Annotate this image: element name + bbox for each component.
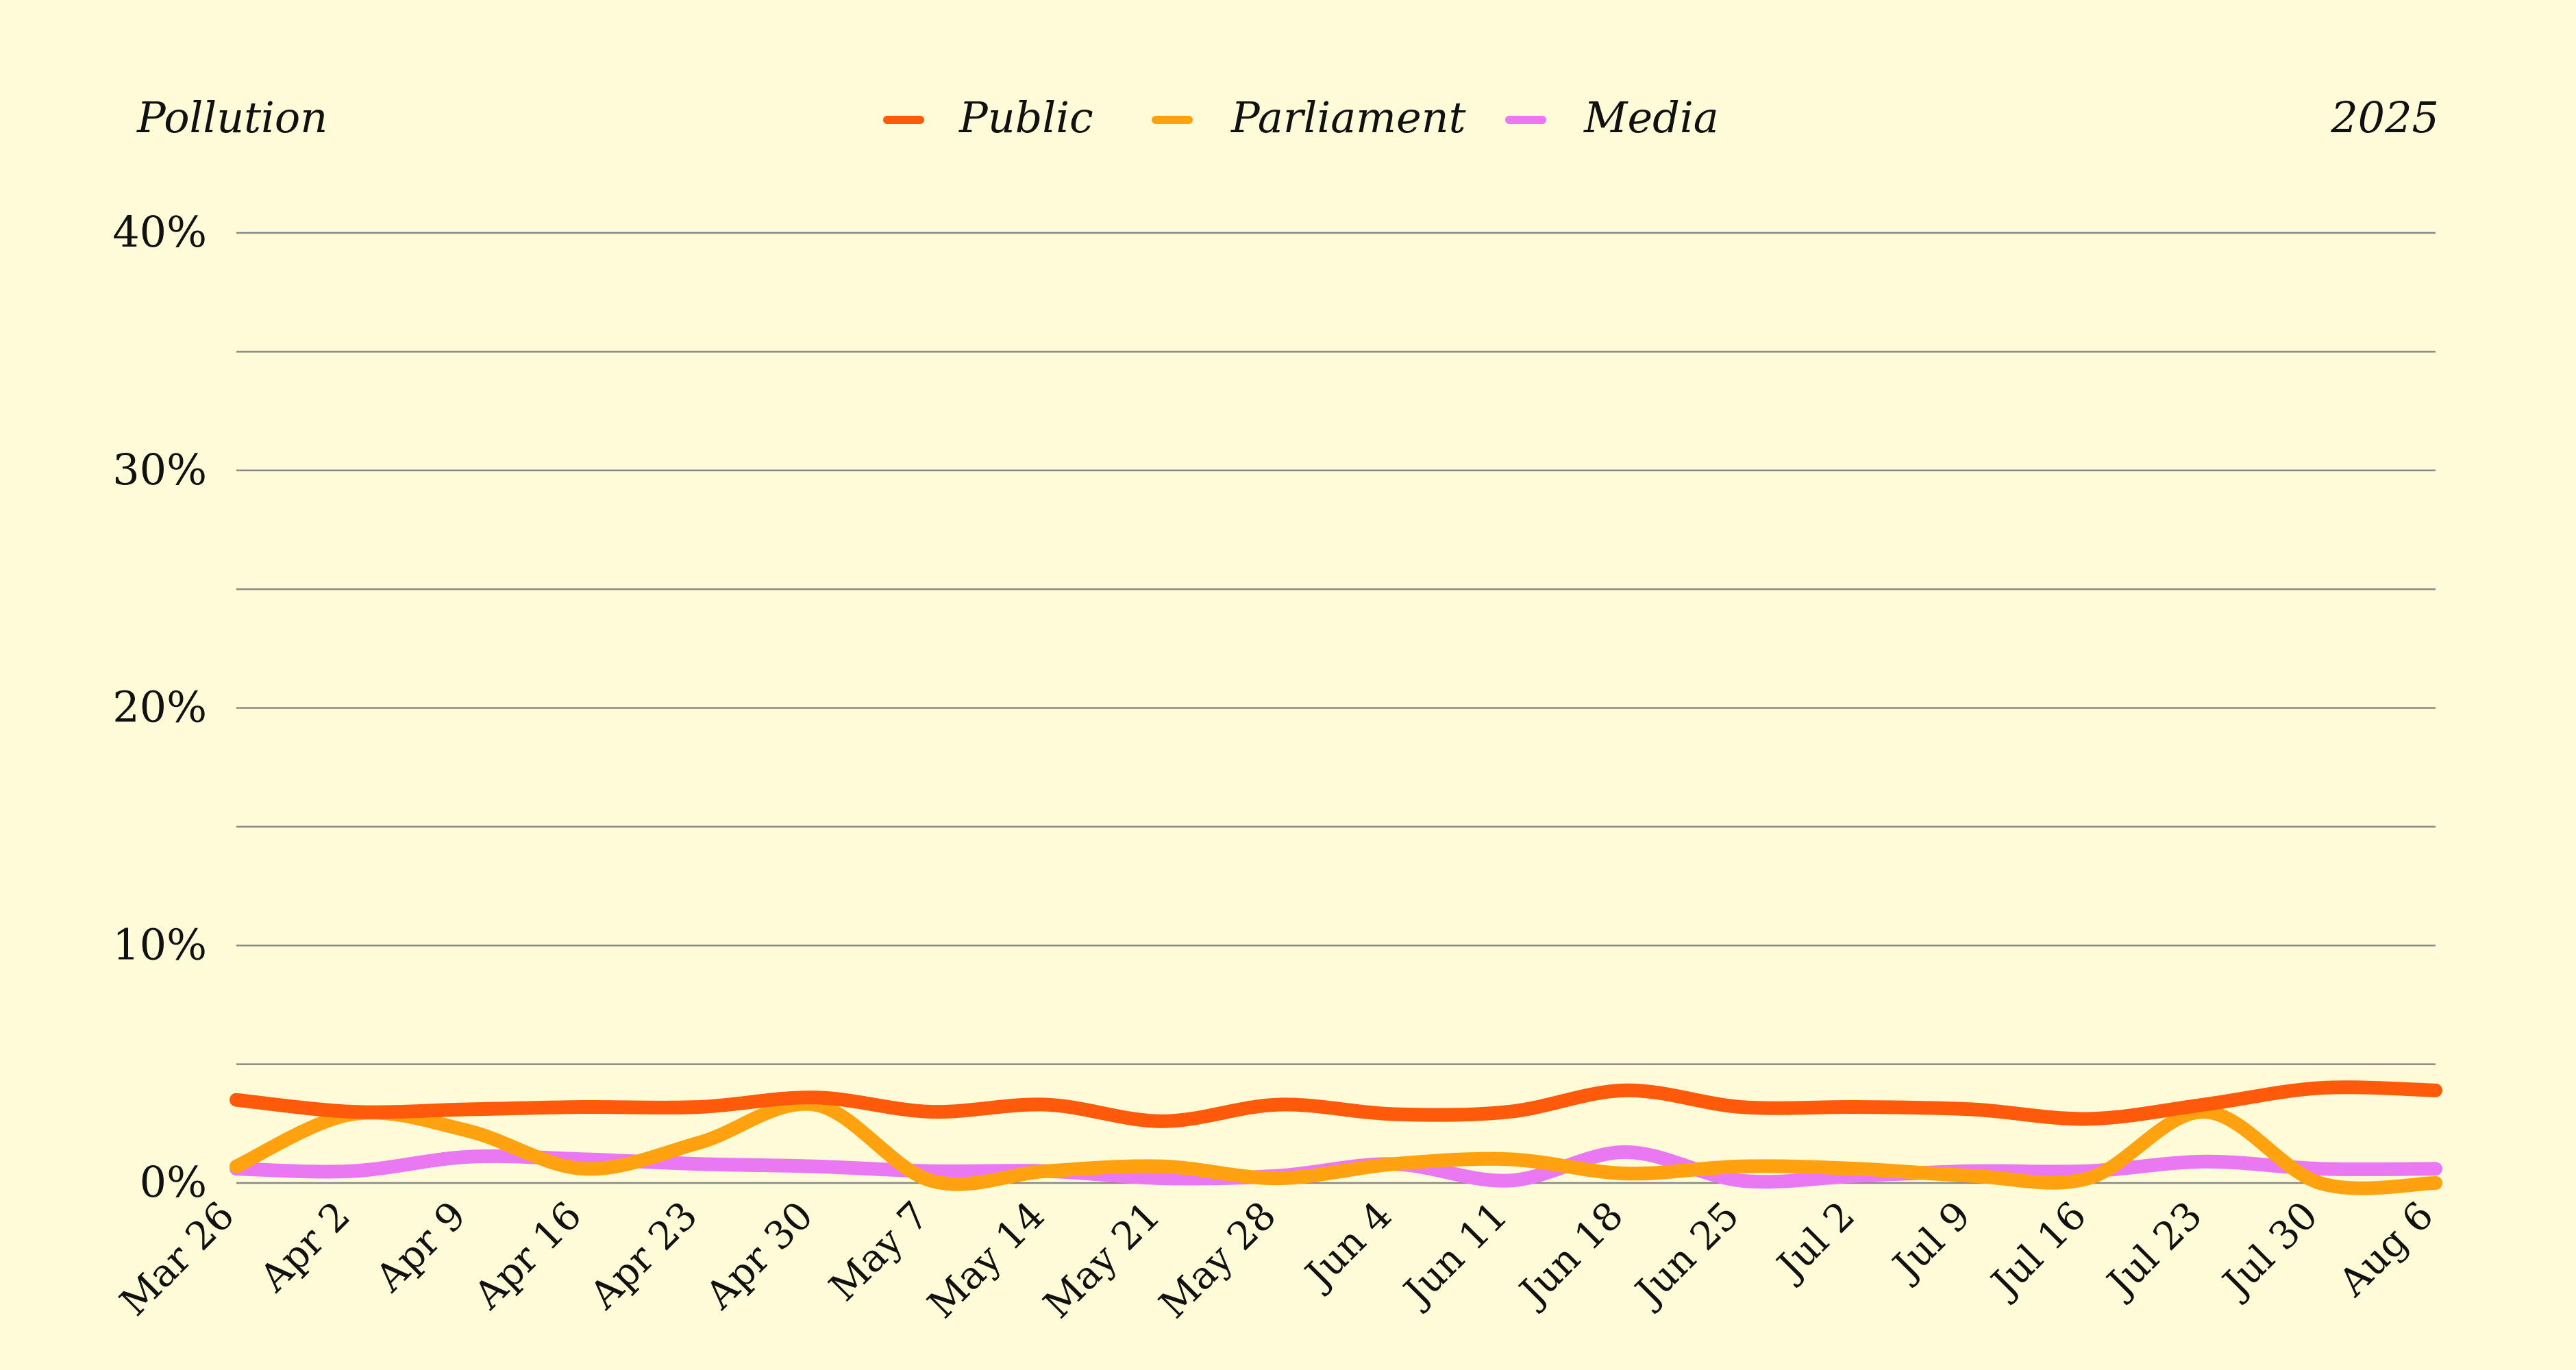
legend-label-parliament: Parliament — [1230, 92, 1466, 142]
x-tick-label: Apr 2 — [251, 1193, 359, 1301]
y-axis-ticks: 0% 10% 20% 30% 40% — [112, 207, 207, 1207]
y-tick-label: 10% — [112, 919, 207, 969]
y-tick-label: 40% — [112, 207, 207, 257]
x-tick-label: May 28 — [1151, 1193, 1285, 1327]
x-tick-label: Jul 9 — [1883, 1193, 1979, 1290]
x-tick-label: Apr 23 — [581, 1193, 706, 1319]
x-tick-label: Jun 11 — [1394, 1193, 1516, 1316]
x-tick-label: Jun 18 — [1509, 1193, 1632, 1316]
series-line-public — [230, 1080, 2442, 1128]
legend: Public Parliament Media — [883, 92, 1719, 142]
legend-item-public: Public — [883, 92, 1093, 142]
y-tick-label: 20% — [112, 682, 207, 732]
x-tick-label: Jun 25 — [1625, 1193, 1748, 1316]
chart-title: Pollution — [136, 92, 327, 142]
legend-label-media: Media — [1583, 92, 1719, 142]
legend-label-public: Public — [958, 92, 1093, 142]
x-tick-label: Aug 6 — [2330, 1193, 2442, 1306]
y-tick-label: 0% — [140, 1157, 207, 1207]
y-tick-label: 30% — [112, 445, 207, 495]
x-tick-label: Jul 2 — [1767, 1193, 1863, 1290]
year-label: 2025 — [2330, 92, 2439, 142]
x-tick-label: May 14 — [919, 1193, 1053, 1327]
x-tick-label: Jul 16 — [1981, 1193, 2096, 1308]
x-tick-label: Jun 4 — [1295, 1193, 1400, 1299]
gridlines — [236, 232, 2436, 1184]
x-tick-label: Apr 9 — [367, 1193, 474, 1301]
x-tick-label: Apr 16 — [465, 1193, 591, 1319]
x-tick-label: Jul 30 — [2212, 1193, 2327, 1308]
legend-item-media: Media — [1505, 92, 1719, 142]
x-tick-label: May 7 — [821, 1193, 937, 1310]
x-tick-label: Apr 30 — [697, 1193, 822, 1319]
x-tick-label: May 21 — [1035, 1193, 1169, 1327]
x-tick-label: Jul 23 — [2096, 1193, 2211, 1308]
legend-item-parliament: Parliament — [1152, 92, 1466, 142]
series-line-parliament — [230, 1097, 2442, 1195]
x-tick-label: Mar 26 — [112, 1193, 243, 1325]
series-lines — [230, 1080, 2442, 1195]
